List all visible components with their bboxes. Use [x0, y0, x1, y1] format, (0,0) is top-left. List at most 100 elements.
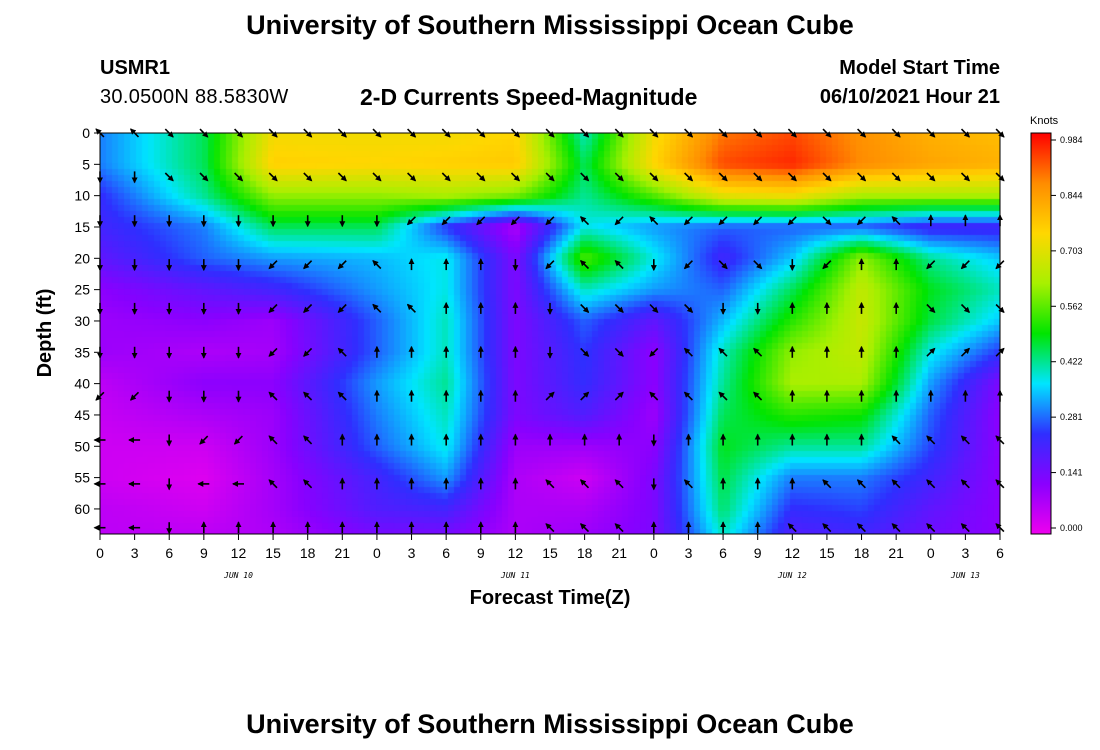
x-tick-label: 0	[96, 545, 104, 561]
date-label: JUN 12	[777, 571, 807, 580]
y-tick-label: 10	[74, 188, 90, 204]
current-arrow	[579, 479, 590, 489]
current-arrow	[199, 172, 209, 182]
x-tick-label: 21	[888, 545, 904, 561]
chart-title: University of Southern Mississippi Ocean…	[246, 10, 854, 40]
y-tick-label: 50	[74, 438, 90, 454]
current-arrow	[926, 347, 936, 357]
current-arrow	[683, 391, 693, 401]
current-arrow	[960, 260, 970, 270]
y-tick-label: 35	[74, 344, 90, 360]
model-start-label: Model Start Time	[839, 57, 1000, 79]
current-arrow	[856, 479, 866, 489]
current-arrow	[233, 435, 243, 445]
colorbar-gradient	[1030, 132, 1052, 535]
current-arrow	[337, 172, 347, 182]
current-arrow	[303, 391, 313, 401]
y-tick-label: 30	[74, 313, 90, 329]
current-arrow	[891, 172, 901, 182]
current-arrow	[580, 347, 590, 357]
x-tick-label: 6	[996, 545, 1004, 561]
current-arrow	[683, 347, 693, 357]
current-arrow	[580, 303, 590, 314]
current-arrow	[822, 260, 832, 270]
current-arrow	[753, 347, 763, 357]
current-arrow	[960, 523, 970, 533]
current-arrow	[510, 216, 520, 226]
current-arrow	[337, 347, 347, 357]
current-arrow	[614, 172, 624, 182]
x-tick-label: 6	[442, 545, 450, 561]
x-axis-title: Forecast Time(Z)	[470, 587, 631, 609]
current-arrow	[614, 479, 624, 489]
current-arrow	[580, 391, 590, 401]
current-arrow	[753, 260, 763, 270]
x-tick-label: 3	[685, 545, 693, 561]
current-arrow	[649, 347, 659, 357]
colorbar-tick-label: 0.000	[1060, 523, 1083, 533]
current-arrow	[407, 172, 417, 182]
current-arrow	[926, 435, 936, 445]
date-label: JUN 13	[950, 571, 980, 580]
x-tick-label: 21	[611, 545, 627, 561]
x-tick-label: 9	[200, 545, 208, 561]
date-labels: JUN 10 JUN 11 JUN 12 JUN 13	[223, 571, 980, 580]
current-arrow	[337, 391, 347, 401]
current-arrow	[545, 260, 555, 270]
current-arrow	[303, 260, 313, 270]
current-arrow	[753, 172, 763, 182]
current-arrow	[614, 303, 624, 314]
current-arrow	[753, 216, 763, 226]
current-arrow	[476, 172, 486, 182]
x-tick-label: 15	[265, 545, 281, 561]
current-arrow	[406, 303, 416, 313]
current-arrow	[718, 216, 728, 226]
current-arrow	[372, 303, 382, 313]
current-arrow	[926, 172, 936, 182]
current-arrow	[960, 303, 971, 314]
current-arrow	[579, 259, 590, 270]
current-arrow	[891, 216, 901, 226]
current-arrow	[337, 303, 347, 314]
current-arrow	[684, 172, 694, 182]
y-axis-title: Depth (ft)	[34, 289, 56, 378]
current-arrow	[891, 523, 901, 533]
x-tick-label: 9	[754, 545, 762, 561]
current-arrow	[614, 259, 624, 270]
y-tick-label: 15	[74, 219, 90, 235]
current-arrow	[822, 216, 832, 226]
x-tick-label: 12	[231, 545, 247, 561]
current-arrow	[960, 347, 971, 357]
y-tick-label: 25	[74, 282, 90, 298]
y-tick-label: 20	[74, 250, 90, 266]
current-arrow	[787, 216, 797, 226]
x-tick-label: 3	[961, 545, 969, 561]
current-arrow	[718, 347, 728, 357]
current-arrow	[960, 479, 970, 489]
x-tick-label: 0	[927, 545, 935, 561]
colorbar: Knots 0.984 0.844 0.703 0.562 0.422 0.281 0.14…	[1030, 115, 1083, 535]
current-arrow	[822, 479, 832, 489]
current-arrow	[891, 435, 901, 445]
current-arrow	[787, 172, 797, 182]
current-arrow	[303, 172, 313, 182]
current-arrow	[856, 216, 866, 226]
current-arrow	[545, 172, 555, 182]
colorbar-title: Knots	[1030, 115, 1059, 127]
current-arrow	[683, 479, 693, 489]
x-tick-label: 0	[650, 545, 658, 561]
x-tick-label: 18	[854, 545, 870, 561]
colorbar-tick-label: 0.844	[1060, 190, 1083, 200]
current-arrow	[372, 172, 382, 182]
date-label: JUN 10	[223, 571, 253, 580]
current-arrow	[649, 303, 659, 314]
current-arrow	[579, 523, 590, 533]
current-arrow	[614, 523, 624, 533]
current-arrow	[303, 435, 313, 445]
x-tick-label: 15	[819, 545, 835, 561]
current-arrow	[268, 347, 278, 357]
station-coordinates: 30.0500N 88.5830W	[100, 86, 289, 108]
current-arrow	[649, 391, 659, 401]
colorbar-tick-label: 0.281	[1060, 412, 1083, 422]
